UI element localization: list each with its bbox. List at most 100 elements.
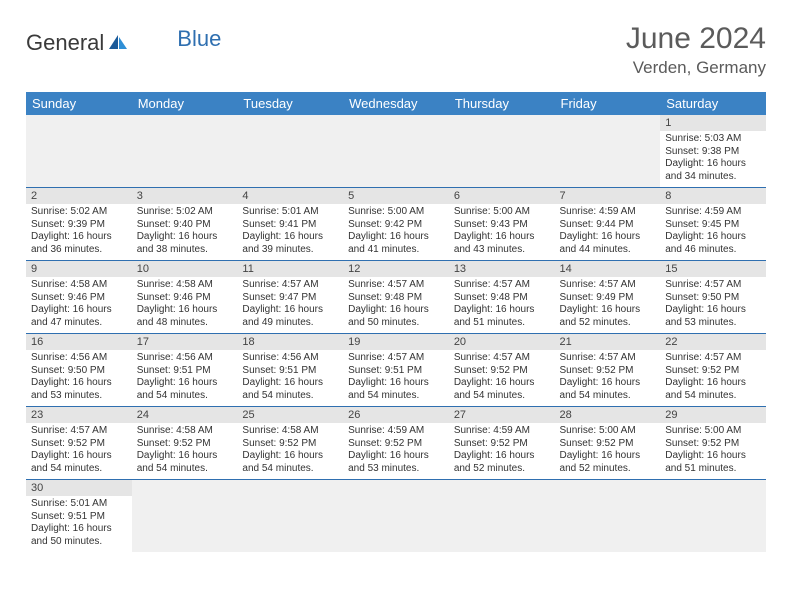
day-details: Sunrise: 5:01 AMSunset: 9:51 PMDaylight:…: [26, 496, 132, 552]
empty-cell: [237, 480, 343, 553]
day-details: Sunrise: 5:03 AMSunset: 9:38 PMDaylight:…: [660, 131, 766, 187]
week-row: 1Sunrise: 5:03 AMSunset: 9:38 PMDaylight…: [26, 115, 766, 188]
day-sr: Sunrise: 5:02 AM: [31, 206, 127, 219]
day-details: Sunrise: 4:57 AMSunset: 9:51 PMDaylight:…: [343, 350, 449, 406]
empty-cell: [132, 115, 238, 188]
day-ss: Sunset: 9:52 PM: [560, 438, 656, 451]
calendar-table: Sunday Monday Tuesday Wednesday Thursday…: [26, 92, 766, 552]
day-sr: Sunrise: 4:57 AM: [454, 352, 550, 365]
day-cell: 3Sunrise: 5:02 AMSunset: 9:40 PMDaylight…: [132, 188, 238, 261]
empty-cell: [343, 115, 449, 188]
day-details: Sunrise: 4:57 AMSunset: 9:52 PMDaylight:…: [449, 350, 555, 406]
day-dl1: Daylight: 16 hours: [242, 450, 338, 463]
day-cell: 26Sunrise: 4:59 AMSunset: 9:52 PMDayligh…: [343, 407, 449, 480]
day-sr: Sunrise: 4:57 AM: [665, 279, 761, 292]
day-ss: Sunset: 9:52 PM: [665, 365, 761, 378]
day-dl2: and 54 minutes.: [137, 390, 233, 403]
day-details: Sunrise: 4:58 AMSunset: 9:52 PMDaylight:…: [132, 423, 238, 479]
day-sr: Sunrise: 4:56 AM: [242, 352, 338, 365]
day-sr: Sunrise: 4:59 AM: [560, 206, 656, 219]
day-dl1: Daylight: 16 hours: [31, 377, 127, 390]
day-dl1: Daylight: 16 hours: [560, 377, 656, 390]
day-ss: Sunset: 9:45 PM: [665, 219, 761, 232]
day-number: 26: [343, 407, 449, 423]
day-cell: 5Sunrise: 5:00 AMSunset: 9:42 PMDaylight…: [343, 188, 449, 261]
day-details: Sunrise: 4:56 AMSunset: 9:51 PMDaylight:…: [237, 350, 343, 406]
day-number: 15: [660, 261, 766, 277]
day-cell: 2Sunrise: 5:02 AMSunset: 9:39 PMDaylight…: [26, 188, 132, 261]
day-ss: Sunset: 9:52 PM: [454, 438, 550, 451]
week-row: 9Sunrise: 4:58 AMSunset: 9:46 PMDaylight…: [26, 261, 766, 334]
day-cell: 28Sunrise: 5:00 AMSunset: 9:52 PMDayligh…: [555, 407, 661, 480]
day-cell: 20Sunrise: 4:57 AMSunset: 9:52 PMDayligh…: [449, 334, 555, 407]
empty-cell: [343, 480, 449, 553]
day-number: 3: [132, 188, 238, 204]
day-dl1: Daylight: 16 hours: [242, 231, 338, 244]
day-dl1: Daylight: 16 hours: [31, 231, 127, 244]
day-details: Sunrise: 4:56 AMSunset: 9:50 PMDaylight:…: [26, 350, 132, 406]
day-ss: Sunset: 9:52 PM: [31, 438, 127, 451]
day-number: 5: [343, 188, 449, 204]
day-sr: Sunrise: 4:59 AM: [454, 425, 550, 438]
day-dl2: and 54 minutes.: [242, 463, 338, 476]
day-dl2: and 52 minutes.: [454, 463, 550, 476]
day-dl1: Daylight: 16 hours: [348, 377, 444, 390]
day-ss: Sunset: 9:48 PM: [348, 292, 444, 305]
day-dl1: Daylight: 16 hours: [242, 377, 338, 390]
day-sr: Sunrise: 5:01 AM: [31, 498, 127, 511]
day-cell: 11Sunrise: 4:57 AMSunset: 9:47 PMDayligh…: [237, 261, 343, 334]
day-dl2: and 51 minutes.: [454, 317, 550, 330]
day-dl2: and 52 minutes.: [560, 317, 656, 330]
day-dl2: and 50 minutes.: [348, 317, 444, 330]
day-cell: 13Sunrise: 4:57 AMSunset: 9:48 PMDayligh…: [449, 261, 555, 334]
week-row: 2Sunrise: 5:02 AMSunset: 9:39 PMDaylight…: [26, 188, 766, 261]
day-sr: Sunrise: 5:00 AM: [665, 425, 761, 438]
day-details: Sunrise: 4:57 AMSunset: 9:47 PMDaylight:…: [237, 277, 343, 333]
day-details: Sunrise: 5:01 AMSunset: 9:41 PMDaylight:…: [237, 204, 343, 260]
day-number: 20: [449, 334, 555, 350]
day-ss: Sunset: 9:52 PM: [137, 438, 233, 451]
day-dl1: Daylight: 16 hours: [137, 231, 233, 244]
day-ss: Sunset: 9:51 PM: [137, 365, 233, 378]
day-number: 19: [343, 334, 449, 350]
day-number: 16: [26, 334, 132, 350]
day-details: Sunrise: 4:59 AMSunset: 9:52 PMDaylight:…: [449, 423, 555, 479]
day-cell: 23Sunrise: 4:57 AMSunset: 9:52 PMDayligh…: [26, 407, 132, 480]
day-sr: Sunrise: 4:58 AM: [31, 279, 127, 292]
empty-cell: [26, 115, 132, 188]
day-cell: 15Sunrise: 4:57 AMSunset: 9:50 PMDayligh…: [660, 261, 766, 334]
day-dl1: Daylight: 16 hours: [31, 523, 127, 536]
page-title: June 2024: [626, 22, 766, 56]
empty-cell: [237, 115, 343, 188]
day-details: Sunrise: 4:59 AMSunset: 9:52 PMDaylight:…: [343, 423, 449, 479]
day-cell: 30Sunrise: 5:01 AMSunset: 9:51 PMDayligh…: [26, 480, 132, 553]
day-dl1: Daylight: 16 hours: [137, 377, 233, 390]
day-dl1: Daylight: 16 hours: [454, 304, 550, 317]
day-details: Sunrise: 4:57 AMSunset: 9:52 PMDaylight:…: [660, 350, 766, 406]
day-sr: Sunrise: 5:03 AM: [665, 133, 761, 146]
day-dl2: and 54 minutes.: [665, 390, 761, 403]
day-sr: Sunrise: 4:59 AM: [348, 425, 444, 438]
day-dl2: and 54 minutes.: [560, 390, 656, 403]
day-dl2: and 53 minutes.: [31, 390, 127, 403]
day-ss: Sunset: 9:46 PM: [137, 292, 233, 305]
day-cell: 25Sunrise: 4:58 AMSunset: 9:52 PMDayligh…: [237, 407, 343, 480]
day-number: 17: [132, 334, 238, 350]
brand-general: General: [26, 30, 104, 56]
weekday-wednesday: Wednesday: [343, 92, 449, 115]
day-sr: Sunrise: 4:56 AM: [137, 352, 233, 365]
empty-cell: [449, 480, 555, 553]
day-dl2: and 54 minutes.: [31, 463, 127, 476]
day-ss: Sunset: 9:38 PM: [665, 146, 761, 159]
day-dl2: and 50 minutes.: [31, 536, 127, 549]
day-details: Sunrise: 4:58 AMSunset: 9:46 PMDaylight:…: [26, 277, 132, 333]
day-sr: Sunrise: 4:57 AM: [31, 425, 127, 438]
day-sr: Sunrise: 4:57 AM: [348, 279, 444, 292]
day-dl1: Daylight: 16 hours: [665, 304, 761, 317]
day-dl1: Daylight: 16 hours: [560, 304, 656, 317]
day-dl2: and 36 minutes.: [31, 244, 127, 257]
day-ss: Sunset: 9:47 PM: [242, 292, 338, 305]
day-ss: Sunset: 9:44 PM: [560, 219, 656, 232]
day-number: 29: [660, 407, 766, 423]
day-number: 4: [237, 188, 343, 204]
